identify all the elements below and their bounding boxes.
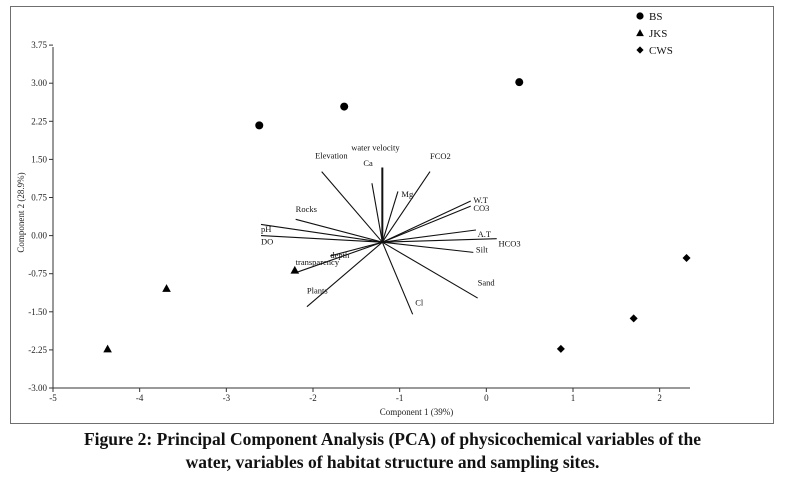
y-tick-label: -1.50 [28, 307, 47, 317]
point-cws-2 [629, 314, 638, 323]
x-tick-label: -2 [309, 393, 317, 403]
axes: -5 -4 -3 -2 -1 0 1 2 -3.00 -2.25 -1.50 -0.75 0.00 0.7… [16, 40, 690, 417]
loading-line-co3 [382, 205, 471, 243]
point-cws-3 [682, 253, 691, 262]
loading-line-plants [306, 241, 383, 308]
loading-line-mg [381, 191, 399, 243]
loading-line-depth [330, 241, 383, 257]
y-tick-label: -0.75 [28, 269, 47, 279]
y-tick-label: 2.25 [31, 116, 47, 126]
point-jks-1 [103, 344, 112, 353]
x-tick-label: -3 [223, 393, 231, 403]
x-tick-label: -4 [136, 393, 144, 403]
loading-label-sand: Sand [478, 277, 496, 287]
loading-line-elevation [321, 171, 383, 243]
x-tick-label: -1 [396, 393, 404, 403]
loading-label-depth: depth [330, 250, 350, 260]
y-tick-label: 0.75 [31, 193, 47, 203]
loading-label-w-t: W.T [473, 195, 488, 205]
point-jks-2 [162, 284, 171, 292]
caption-line-2: water, variables of habitat structure an… [185, 452, 600, 472]
x-tick-label: 2 [657, 393, 662, 403]
loading-line-a-t [382, 229, 477, 243]
point-jks-3 [290, 265, 300, 274]
loading-line-cl [381, 241, 414, 315]
y-axis-title: Component 2 (28.9%) [16, 172, 26, 252]
x-axis-title: Component 1 (39%) [380, 407, 454, 417]
y-tick-label: -2.25 [28, 345, 47, 355]
loading-label-co3: CO3 [473, 203, 489, 213]
loading-line-sand [382, 241, 478, 299]
loading-label-silt: Silt [476, 244, 488, 254]
loading-label-a-t: A.T [478, 229, 492, 239]
x-tick-label: -5 [49, 393, 57, 403]
loading-line-hco3 [382, 238, 497, 243]
x-tick-label: 0 [484, 393, 489, 403]
loading-label-do: DO [261, 237, 273, 247]
pca-biplot: -5 -4 -3 -2 -1 0 1 2 -3.00 -2.25 -1.50 -0.75 0.00 0.7… [16, 11, 691, 417]
point-bs-2 [340, 102, 349, 111]
figure-caption: Figure 2: Principal Component Analysis (… [0, 428, 785, 474]
loading-line-fco2 [381, 171, 431, 243]
loading-line-silt [382, 241, 474, 253]
legend: BS JKS CWS [636, 11, 673, 57]
legend-marker-cws [636, 46, 644, 54]
loading-label-plants: Plants [307, 285, 328, 295]
loading-label-ph: pH [261, 224, 271, 234]
loading-line-ca [371, 183, 383, 243]
loading-label-transparency: transparency [296, 257, 340, 267]
point-bs-3 [515, 78, 524, 87]
loading-label-hco3: HCO3 [498, 239, 520, 249]
loading-label-rocks: Rocks [296, 204, 317, 214]
y-tick-label: 3.75 [31, 40, 47, 50]
loading-line-w-t [382, 200, 471, 243]
y-tick-label: 1.50 [31, 154, 47, 164]
legend-marker-jks [636, 29, 644, 37]
point-cws-1 [556, 344, 565, 353]
loading-label-fco2: FCO2 [430, 151, 451, 161]
point-bs-1 [255, 121, 264, 130]
loading-label-ca: Ca [363, 158, 373, 168]
caption-line-1: Figure 2: Principal Component Analysis (… [83, 429, 701, 449]
y-tick-label: -3.00 [28, 383, 47, 393]
x-tick-label: 1 [571, 393, 576, 403]
legend-label-bs: BS [649, 11, 662, 23]
loading-label-mg: Mg [401, 189, 414, 199]
loading-label-elevation: Elevation [315, 150, 348, 160]
legend-label-cws: CWS [649, 45, 673, 57]
loading-line-do [260, 235, 383, 243]
legend-marker-bs [636, 12, 644, 20]
y-tick-label: 0.00 [31, 231, 47, 241]
loading-label-cl: Cl [415, 298, 424, 308]
loading-line-rocks [295, 218, 383, 243]
legend-label-jks: JKS [649, 28, 667, 40]
figure-frame [10, 6, 774, 424]
site-points [103, 78, 691, 353]
loading-line-transparency [295, 241, 383, 274]
loading-line-ph [260, 223, 383, 243]
loading-label-water-velocity: water velocity [351, 143, 400, 153]
y-tick-label: 3.00 [31, 78, 47, 88]
